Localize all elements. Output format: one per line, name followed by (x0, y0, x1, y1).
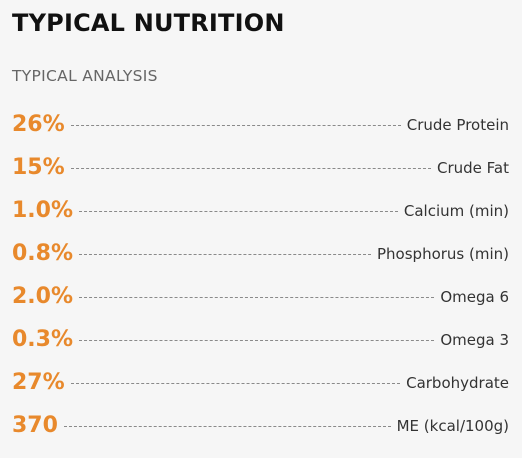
dotted-leader (79, 211, 398, 212)
dotted-leader (79, 297, 435, 298)
analysis-label: Carbohydrate (406, 373, 509, 392)
dotted-leader (70, 383, 401, 384)
dotted-leader (63, 426, 391, 427)
dotted-leader (70, 125, 401, 126)
dotted-leader (79, 254, 371, 255)
analysis-list: 26% Crude Protein 15% Crude Fat 1.0% Cal… (12, 103, 509, 447)
analysis-value: 2.0% (12, 284, 74, 309)
analysis-value: 370 (12, 413, 58, 438)
analysis-row-omega-6: 2.0% Omega 6 (12, 275, 509, 318)
analysis-value: 27% (12, 370, 65, 395)
analysis-row-omega-3: 0.3% Omega 3 (12, 318, 509, 361)
dotted-leader (79, 340, 435, 341)
section-subtitle: TYPICAL ANALYSIS (12, 67, 158, 85)
analysis-row-me: 370 ME (kcal/100g) (12, 404, 509, 447)
analysis-row-crude-protein: 26% Crude Protein (12, 103, 509, 146)
analysis-value: 0.8% (12, 241, 74, 266)
analysis-value: 1.0% (12, 198, 74, 223)
analysis-label: Crude Fat (437, 158, 509, 177)
analysis-label: Phosphorus (min) (377, 244, 509, 263)
analysis-label: Crude Protein (406, 115, 509, 134)
analysis-label: Calcium (min) (403, 201, 509, 220)
analysis-row-calcium: 1.0% Calcium (min) (12, 189, 509, 232)
analysis-row-phosphorus: 0.8% Phosphorus (min) (12, 232, 509, 275)
analysis-row-crude-fat: 15% Crude Fat (12, 146, 509, 189)
analysis-value: 26% (12, 112, 65, 137)
analysis-label: ME (kcal/100g) (396, 416, 509, 435)
analysis-row-carbohydrate: 27% Carbohydrate (12, 361, 509, 404)
analysis-value: 0.3% (12, 327, 74, 352)
analysis-label: Omega 3 (440, 330, 509, 349)
dotted-leader (70, 168, 431, 169)
section-title: TYPICAL NUTRITION (12, 9, 285, 37)
analysis-value: 15% (12, 155, 65, 180)
analysis-label: Omega 6 (440, 287, 509, 306)
